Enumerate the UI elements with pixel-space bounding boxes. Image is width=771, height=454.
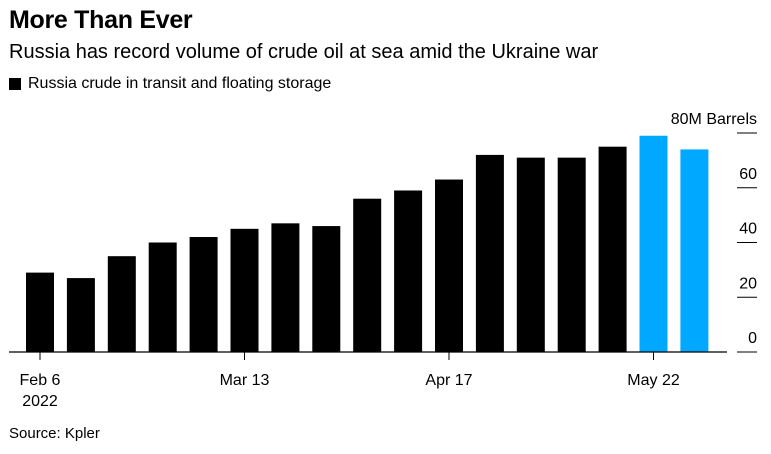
source-note: Source: Kpler xyxy=(9,425,100,442)
bar xyxy=(107,256,136,352)
chart-title: More Than Ever xyxy=(9,6,193,34)
bar xyxy=(230,228,259,352)
bar xyxy=(66,278,95,352)
y-tick-label: 20 xyxy=(739,275,757,292)
x-axis: Feb 6 2022 Mar 13 Apr 17 May 22 xyxy=(9,351,727,410)
bar xyxy=(435,179,463,352)
y-tick-label: 0 xyxy=(748,330,757,347)
bar xyxy=(394,190,423,352)
bar xyxy=(639,135,668,352)
bar xyxy=(680,149,709,352)
y-tick-label: 60 xyxy=(739,166,757,183)
bar xyxy=(26,272,54,352)
legend: Russia crude in transit and floating sto… xyxy=(9,75,331,93)
chart-subtitle: Russia has record volume of crude oil at… xyxy=(9,41,599,63)
x-tick-label: May 22 xyxy=(627,372,680,389)
legend-label: Russia crude in transit and floating sto… xyxy=(28,75,332,92)
y-unit-label: 80M Barrels xyxy=(671,111,757,128)
bar xyxy=(353,198,382,352)
y-tick-label: 40 xyxy=(739,221,757,238)
bar xyxy=(148,242,177,352)
bar xyxy=(271,223,300,352)
x-tick-sublabel: 2022 xyxy=(22,393,58,410)
bar xyxy=(557,157,586,352)
bar xyxy=(516,157,545,352)
x-tick-label: Apr 17 xyxy=(425,372,472,389)
y-axis: 0 20 40 60 80M Barrels xyxy=(671,111,757,353)
bars xyxy=(26,135,709,352)
bar xyxy=(189,237,218,352)
bar xyxy=(598,146,627,352)
bar xyxy=(312,226,341,352)
x-tick-label: Mar 13 xyxy=(220,372,270,389)
x-tick-label: Feb 6 xyxy=(20,372,61,389)
bar xyxy=(475,154,504,352)
legend-swatch xyxy=(9,78,21,90)
